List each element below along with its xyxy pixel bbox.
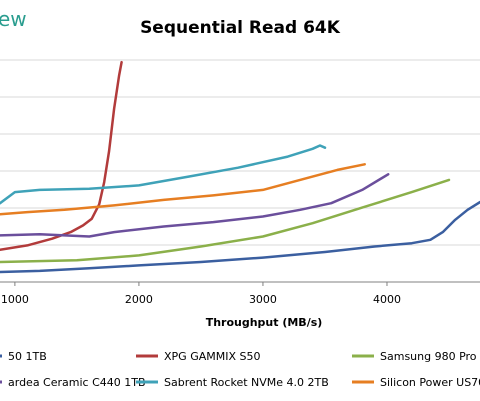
legend-label-4: Sabrent Rocket NVMe 4.0 2TB (164, 376, 329, 389)
x-tick-label-1: 2000 (125, 293, 153, 306)
chart-title: Sequential Read 64K (140, 18, 341, 38)
series-line-3 (0, 173, 390, 238)
series-line-5 (0, 163, 366, 216)
series-line-4 (0, 144, 327, 205)
legend-label-0: 50 1TB (8, 350, 47, 363)
x-tick-label-0: 1000 (1, 293, 29, 306)
series-line-2 (0, 178, 451, 264)
series-layer (0, 60, 480, 274)
legend-label-1: XPG GAMMIX S50 (164, 350, 260, 363)
series-line-1 (0, 60, 123, 252)
gridlines (0, 59, 480, 246)
x-axis-label: Throughput (MB/s) (206, 316, 323, 329)
x-tick-label-3: 4000 (373, 293, 401, 306)
x-tick-label-2: 3000 (249, 293, 277, 306)
legend-label-5: Silicon Power US70 (380, 376, 480, 389)
legend: 50 1TB XPG GAMMIX S50 Samsung 980 Pro 1 ard… (0, 350, 480, 389)
brand-logo-fragment: ew (0, 7, 27, 31)
series-line-0 (0, 200, 480, 274)
x-tick-labels: 1000 2000 3000 4000 (1, 282, 401, 306)
legend-label-3: ardea Ceramic C440 1TB (8, 376, 146, 389)
legend-label-2: Samsung 980 Pro 1 (380, 350, 480, 363)
